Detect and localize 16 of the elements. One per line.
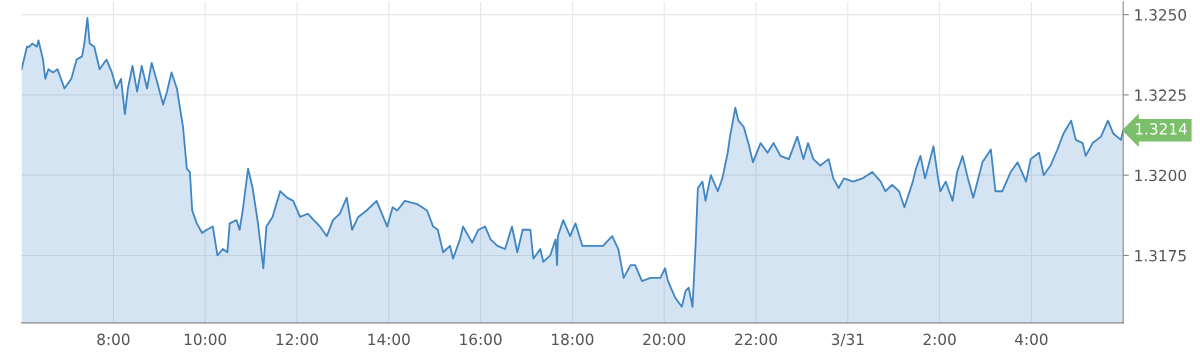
x-tick-label: 3/31 [831,333,864,347]
x-tick-label: 4:00 [1014,333,1048,346]
x-tick-label: 10:00 [184,333,227,346]
y-tick-label: 1.3200 [1135,169,1187,182]
y-tick-label: 1.3225 [1135,89,1186,101]
x-tick-label: 18:00 [552,333,594,346]
x-tick-label: 2:00 [923,333,956,346]
x-tick-label: 12:00 [276,333,318,346]
x-tick-label: 20:00 [643,333,686,346]
x-tick-label: 16:00 [460,333,502,346]
y-tick-label: 1.3175 [1135,249,1186,262]
annotation: 1.3214 [1135,123,1187,135]
x-tick-label: 14:00 [368,333,410,346]
y-tick-label: 1.3250 [1135,9,1187,21]
x-tick-label: 22:00 [735,333,777,346]
x-tick-label: 8:00 [97,333,130,346]
